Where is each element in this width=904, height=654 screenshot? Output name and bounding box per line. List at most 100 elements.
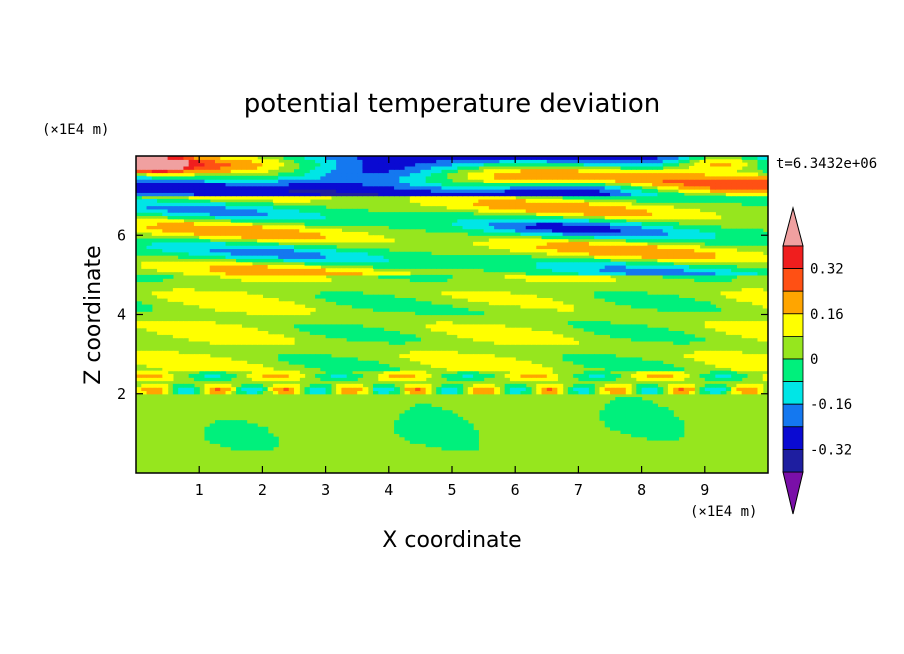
field-cell bbox=[494, 185, 500, 190]
field-cell bbox=[330, 291, 337, 296]
field-cell bbox=[236, 297, 242, 302]
field-cell bbox=[509, 185, 516, 190]
field-cell bbox=[399, 377, 406, 382]
field-cell bbox=[162, 387, 169, 392]
field-cell bbox=[752, 268, 759, 273]
field-cell bbox=[425, 383, 432, 388]
field-cell bbox=[662, 406, 669, 411]
field-cell bbox=[599, 208, 606, 213]
field-cell bbox=[336, 182, 342, 187]
field-cell bbox=[157, 278, 163, 283]
field-cell bbox=[515, 331, 522, 335]
field-cell bbox=[251, 311, 258, 316]
field-cell bbox=[157, 189, 163, 193]
field-cell bbox=[757, 390, 764, 395]
field-cell bbox=[620, 387, 627, 392]
field-cell bbox=[531, 185, 537, 190]
field-cell bbox=[178, 264, 184, 269]
field-cell bbox=[188, 255, 195, 259]
field-cell bbox=[678, 192, 685, 197]
field-cell bbox=[504, 231, 511, 236]
field-cell bbox=[710, 241, 716, 246]
field-cell bbox=[294, 271, 300, 276]
field-cell bbox=[309, 222, 316, 226]
field-cell bbox=[746, 195, 753, 200]
field-cell bbox=[599, 373, 606, 378]
field-cell bbox=[683, 198, 690, 203]
field-cell bbox=[578, 225, 585, 230]
field-cell bbox=[604, 406, 611, 411]
field-cell bbox=[683, 301, 690, 306]
field-cell bbox=[204, 182, 211, 187]
field-cell bbox=[309, 357, 316, 362]
field-cell bbox=[567, 198, 574, 203]
field-cell bbox=[646, 225, 653, 230]
field-cell bbox=[678, 182, 685, 187]
field-cell bbox=[362, 261, 369, 266]
field-cell bbox=[746, 383, 753, 388]
field-cell bbox=[230, 324, 237, 329]
field-cell bbox=[204, 198, 211, 203]
field-cell bbox=[610, 400, 616, 405]
field-cell bbox=[694, 264, 701, 269]
field-cell bbox=[683, 238, 690, 243]
field-cell bbox=[641, 430, 648, 434]
field-cell bbox=[652, 238, 658, 243]
field-cell bbox=[457, 202, 464, 207]
field-cell bbox=[404, 390, 411, 395]
field-cell bbox=[225, 245, 232, 250]
field-cell bbox=[746, 360, 753, 365]
field-cell bbox=[646, 390, 653, 395]
field-cell bbox=[304, 271, 311, 276]
field-cell bbox=[172, 268, 179, 273]
field-cell bbox=[220, 195, 227, 200]
field-cell bbox=[225, 357, 232, 362]
field-cell bbox=[657, 182, 664, 187]
field-cell bbox=[631, 192, 637, 197]
field-cell bbox=[351, 248, 358, 253]
field-cell bbox=[520, 387, 527, 392]
field-cell bbox=[725, 185, 732, 190]
field-cell bbox=[399, 251, 406, 256]
field-cell bbox=[710, 278, 716, 283]
field-cell bbox=[531, 208, 537, 213]
field-cell bbox=[531, 192, 537, 197]
field-cell bbox=[425, 261, 432, 266]
field-cell bbox=[246, 195, 253, 200]
field-cell bbox=[588, 261, 595, 266]
field-cell bbox=[141, 370, 148, 375]
field-cell bbox=[604, 364, 611, 368]
field-cell bbox=[278, 258, 285, 263]
field-cell bbox=[499, 364, 506, 368]
field-cell bbox=[367, 334, 374, 339]
field-cell bbox=[215, 255, 221, 259]
field-cell bbox=[541, 189, 548, 193]
field-cell bbox=[220, 192, 227, 197]
field-cell bbox=[462, 443, 469, 448]
field-cell bbox=[415, 370, 421, 375]
field-cell bbox=[430, 416, 437, 421]
field-cell bbox=[378, 261, 385, 266]
field-cell bbox=[336, 258, 342, 263]
field-cell bbox=[373, 304, 379, 309]
field-cell bbox=[299, 271, 306, 276]
field-cell bbox=[494, 324, 500, 329]
field-cell bbox=[225, 301, 232, 306]
field-cell bbox=[204, 294, 211, 299]
field-cell bbox=[641, 192, 648, 197]
field-cell bbox=[294, 235, 300, 240]
field-cell bbox=[288, 245, 295, 250]
field-cell bbox=[351, 215, 358, 220]
field-cell bbox=[720, 185, 727, 190]
field-cell bbox=[652, 383, 658, 388]
field-cell bbox=[625, 294, 632, 299]
field-cell bbox=[599, 261, 606, 266]
field-cell bbox=[625, 245, 632, 250]
field-cell bbox=[657, 433, 664, 438]
field-cell bbox=[378, 238, 385, 243]
field-cell bbox=[678, 377, 685, 382]
field-cell bbox=[573, 264, 579, 269]
field-cell bbox=[531, 367, 537, 372]
field-cell bbox=[415, 430, 421, 434]
field-cell bbox=[678, 337, 685, 342]
